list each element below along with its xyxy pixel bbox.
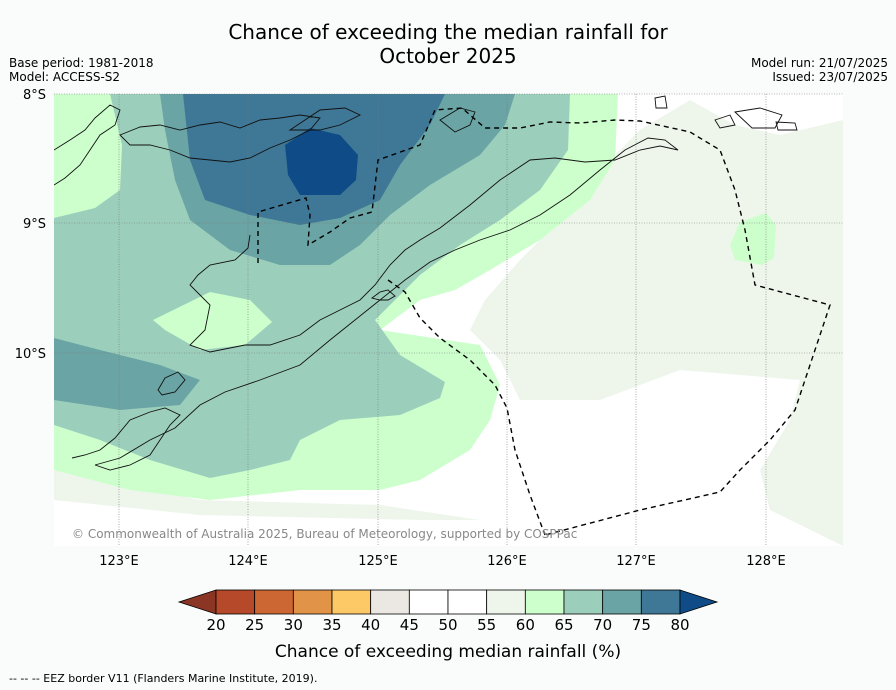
colorbar-box-60-65 [524, 589, 565, 615]
eez-border [257, 107, 831, 536]
lon-label-124e: 124°E [228, 554, 268, 569]
contour-60-65-inner [153, 292, 272, 350]
small-islands-east [654, 95, 798, 131]
colorbar-box-75-80 [640, 589, 681, 615]
lat-label-8s: 8°S [23, 88, 46, 103]
colorbar-label-75: 75 [632, 616, 651, 634]
contour-50-55-south [54, 480, 640, 546]
colorbar-box-50-55 [447, 589, 488, 615]
model-run: Model run: 21/07/2025 [750, 56, 888, 70]
map-title: Chance of exceeding the median rainfall … [0, 20, 896, 68]
colorbar-label-20: 20 [206, 616, 225, 634]
coastlines [54, 95, 798, 471]
colorbar-label-25: 25 [245, 616, 264, 634]
meta-left: Base period: 1981-2018 Model: ACCESS-S2 [9, 56, 154, 84]
colorbar [177, 589, 719, 615]
lat-label-9s: 9°S [23, 217, 46, 232]
colorbar-label-70: 70 [593, 616, 612, 634]
colorbar-arrow-high [679, 589, 719, 615]
contour-above-80 [285, 128, 358, 195]
colorbar-label-35: 35 [322, 616, 341, 634]
lon-label-126e: 126°E [487, 554, 527, 569]
base-period: Base period: 1981-2018 [9, 56, 154, 70]
colorbar-box-30-35 [292, 589, 333, 615]
northern-islands-coast [54, 104, 476, 186]
colorbar-label-60: 60 [516, 616, 535, 634]
gridlines [54, 93, 843, 546]
model-name: Model: ACCESS-S2 [9, 70, 121, 84]
lon-label-128e: 128°E [746, 554, 786, 569]
lon-label-127e: 127°E [616, 554, 656, 569]
lon-label-125e: 125°E [358, 554, 398, 569]
colorbar-label-50: 50 [438, 616, 457, 634]
lon-label-123e: 123°E [99, 554, 139, 569]
colorbar-labels: 20 25 30 35 40 45 50 55 60 65 70 75 80 [206, 616, 689, 634]
colorbar-box-45-50 [408, 589, 449, 615]
footnote: -- -- -- EEZ border V11 (Flanders Marine… [9, 672, 318, 685]
lat-axis: 8°S 9°S 10°S [15, 88, 46, 362]
colorbar-box-70-75 [602, 589, 642, 615]
colorbar-title: Chance of exceeding median rainfall (%) [275, 642, 621, 662]
rainfall-contours [54, 94, 843, 546]
colorbar-label-45: 45 [400, 616, 419, 634]
issued-date: Issued: 23/07/2025 [772, 70, 888, 84]
colorbar-box-55-60 [486, 589, 526, 615]
colorbar-box-25-30 [254, 589, 294, 615]
contour-60-65-east-blob [730, 213, 776, 265]
colorbar-label-40: 40 [361, 616, 380, 634]
wetar-coast [157, 289, 396, 396]
colorbar-label-55: 55 [477, 616, 496, 634]
timor-coast [71, 137, 679, 471]
contour-70-75-west [54, 338, 200, 410]
title-line-2: October 2025 [379, 44, 517, 68]
colorbar-label-65: 65 [554, 616, 573, 634]
colorbar-label-30: 30 [284, 616, 303, 634]
colorbar-arrow-low [177, 589, 217, 615]
colorbar-box-35-40 [331, 589, 372, 615]
lat-label-10s: 10°S [15, 347, 46, 362]
copyright-notice: © Commonwealth of Australia 2025, Bureau… [72, 527, 577, 541]
meta-right: Model run: 21/07/2025 Issued: 23/07/2025 [751, 56, 888, 84]
colorbar-label-80: 80 [670, 616, 689, 634]
lon-axis: 123°E 124°E 125°E 126°E 127°E 128°E [99, 554, 786, 569]
colorbar-box-40-45 [370, 589, 410, 615]
title-line-1: Chance of exceeding the median rainfall … [228, 20, 668, 44]
colorbar-box-65-70 [563, 589, 604, 615]
colorbar-box-20-25 [215, 589, 256, 615]
